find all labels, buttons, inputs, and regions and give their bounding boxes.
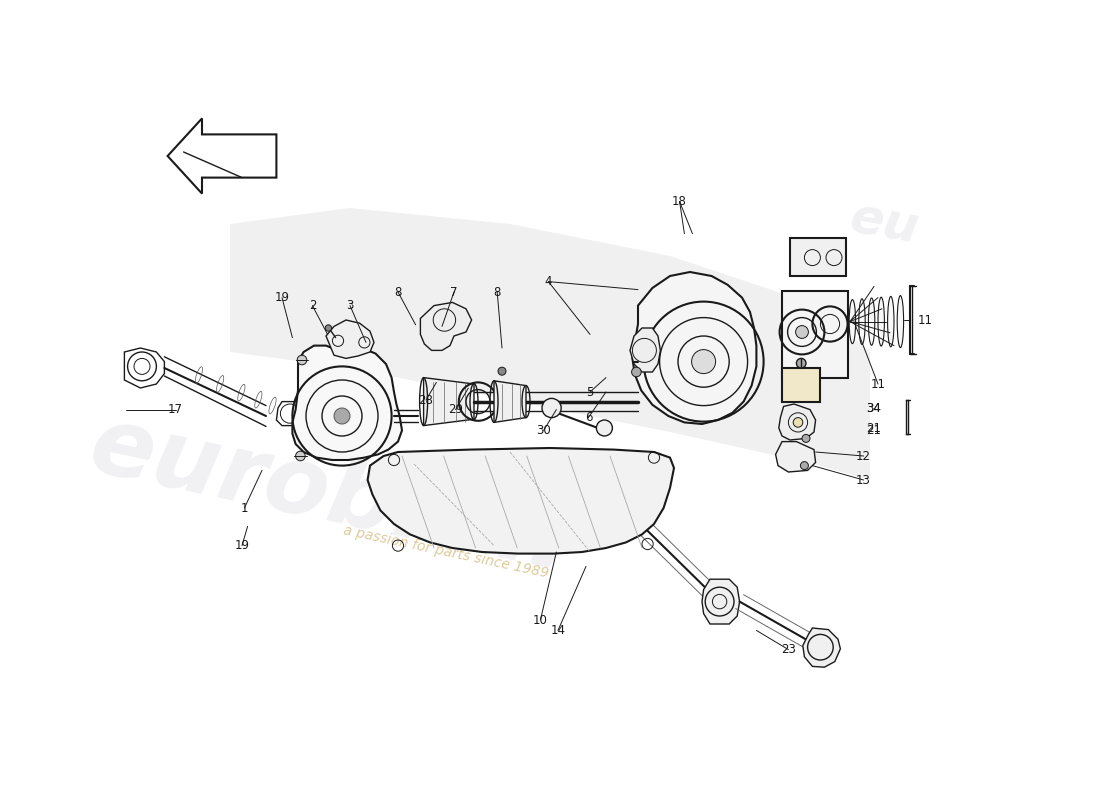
Text: 30: 30: [536, 424, 551, 437]
Polygon shape: [630, 328, 660, 372]
Text: 14: 14: [550, 624, 565, 637]
Ellipse shape: [898, 295, 903, 347]
Circle shape: [498, 367, 506, 375]
Polygon shape: [293, 346, 402, 460]
Text: 23: 23: [781, 643, 795, 656]
Text: 19: 19: [234, 539, 250, 552]
Circle shape: [795, 326, 808, 338]
Text: 7: 7: [450, 286, 458, 298]
Text: 28: 28: [419, 394, 433, 406]
Polygon shape: [494, 381, 526, 422]
Text: 1: 1: [241, 502, 249, 514]
Bar: [782, 368, 821, 402]
Ellipse shape: [868, 298, 875, 346]
Polygon shape: [776, 442, 815, 472]
Bar: [782, 291, 848, 378]
Text: 11: 11: [870, 378, 886, 390]
Text: 8: 8: [394, 286, 402, 298]
Ellipse shape: [849, 300, 856, 344]
Text: 8: 8: [494, 286, 501, 298]
Text: 21: 21: [867, 422, 881, 434]
Text: 4: 4: [544, 275, 552, 288]
Text: 18: 18: [672, 195, 688, 208]
Circle shape: [692, 350, 716, 374]
Circle shape: [542, 398, 561, 418]
Circle shape: [297, 355, 307, 365]
Polygon shape: [606, 485, 642, 526]
Text: 11: 11: [918, 314, 933, 326]
Text: 5: 5: [586, 386, 594, 398]
Circle shape: [793, 418, 803, 427]
Circle shape: [596, 420, 613, 436]
Text: 34: 34: [867, 402, 881, 414]
Text: a passion for parts since 1989: a passion for parts since 1989: [342, 523, 550, 581]
Circle shape: [296, 451, 305, 461]
Polygon shape: [420, 302, 472, 350]
Text: 2: 2: [309, 299, 316, 312]
Ellipse shape: [859, 299, 866, 345]
Circle shape: [631, 367, 641, 377]
Circle shape: [582, 491, 595, 504]
Text: 34: 34: [867, 402, 881, 414]
Text: 10: 10: [534, 614, 548, 626]
Ellipse shape: [878, 298, 884, 346]
Bar: [790, 238, 846, 276]
Polygon shape: [779, 404, 815, 440]
Text: 12: 12: [856, 450, 871, 462]
Polygon shape: [702, 579, 739, 624]
Text: 17: 17: [168, 403, 183, 416]
Text: 19: 19: [275, 291, 289, 304]
Text: 21: 21: [867, 424, 881, 437]
Text: 6: 6: [585, 411, 592, 424]
Polygon shape: [424, 378, 474, 426]
Polygon shape: [230, 208, 870, 480]
Polygon shape: [803, 628, 840, 667]
Circle shape: [326, 325, 331, 331]
Circle shape: [801, 462, 808, 470]
Text: eu: eu: [846, 194, 923, 254]
Circle shape: [796, 358, 806, 368]
Text: eurobmw: eurobmw: [81, 399, 586, 593]
Text: 29: 29: [448, 403, 463, 416]
Polygon shape: [367, 448, 674, 554]
Text: 13: 13: [856, 474, 871, 486]
Circle shape: [802, 434, 810, 442]
Text: 3: 3: [346, 299, 354, 312]
Circle shape: [334, 408, 350, 424]
Ellipse shape: [888, 297, 894, 347]
Polygon shape: [632, 272, 757, 424]
Polygon shape: [326, 320, 374, 358]
